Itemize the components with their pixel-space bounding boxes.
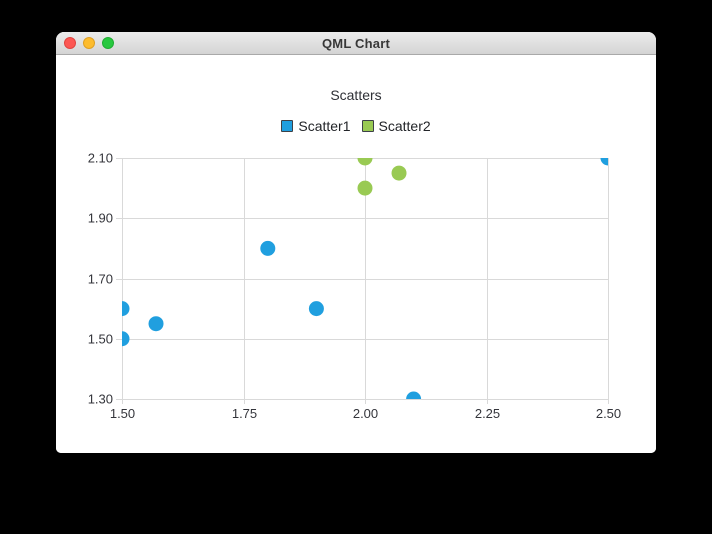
x-tick-label: 2.00 xyxy=(353,406,378,421)
y-tick-label: 1.90 xyxy=(88,211,113,226)
legend-label-scatter1: Scatter1 xyxy=(298,118,351,134)
x-tick-label: 2.50 xyxy=(596,406,621,421)
data-point-scatter1[interactable] xyxy=(406,391,422,407)
zoom-button[interactable] xyxy=(102,37,114,49)
legend: Scatter1 Scatter2 xyxy=(56,118,656,134)
legend-marker-scatter2-icon xyxy=(361,120,374,132)
legend-label-scatter2: Scatter2 xyxy=(378,118,431,134)
minimize-button[interactable] xyxy=(83,37,95,49)
legend-marker-scatter1-icon xyxy=(281,120,294,132)
data-point-scatter1[interactable] xyxy=(148,316,164,332)
data-point-scatter1[interactable] xyxy=(308,301,324,317)
scatter-plot-canvas: 1.50 1.75 2.00 2.25 2.501.301.501.701.902.10 xyxy=(88,151,621,422)
data-point-scatter2[interactable] xyxy=(391,165,407,181)
data-point-scatter2[interactable] xyxy=(357,180,373,196)
legend-item-scatter2[interactable]: Scatter2 xyxy=(361,118,431,134)
window-controls xyxy=(64,37,114,49)
data-point-scatter1[interactable] xyxy=(260,240,276,256)
data-point-scatter1[interactable] xyxy=(115,301,130,317)
chart-view: 1.50 1.75 2.00 2.25 2.50 1.30 1.50 1.70 1.90 2.10… xyxy=(56,55,656,453)
titlebar[interactable]: QML Chart xyxy=(56,32,656,55)
data-point-scatter1[interactable] xyxy=(600,151,616,166)
data-point-scatter2[interactable] xyxy=(357,151,373,166)
x-tick-label: 2.25 xyxy=(475,406,500,421)
y-tick-label: 2.10 xyxy=(88,151,113,166)
y-tick-label: 1.70 xyxy=(88,272,113,287)
y-tick-label: 1.50 xyxy=(88,332,113,347)
data-point-scatter1[interactable] xyxy=(115,331,130,347)
y-tick-label: 1.30 xyxy=(88,392,113,407)
chart-title: Scatters xyxy=(330,87,382,103)
x-tick-label: 1.50 xyxy=(110,406,135,421)
app-window: QML Chart 1.50 1.75 2.00 2.25 2.50 1.30 1.50 1.… xyxy=(56,32,656,453)
x-tick-label: 1.75 xyxy=(232,406,257,421)
window-title: QML Chart xyxy=(321,35,390,51)
legend-item-scatter1[interactable]: Scatter1 xyxy=(281,118,351,134)
close-button[interactable] xyxy=(64,37,76,49)
